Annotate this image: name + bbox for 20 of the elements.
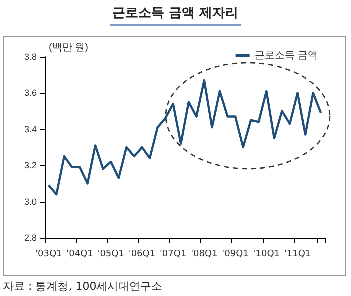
x-tick-label: '06Q1 (128, 250, 156, 260)
y-tick-label: 3.6 (24, 88, 37, 98)
y-tick-label: 3.4 (24, 124, 37, 134)
y-tick-label: 3.2 (24, 160, 37, 171)
y-axis-title: (백만 원) (49, 42, 88, 54)
y-tick-label: 3.8 (24, 52, 37, 62)
x-tick-label: '07Q1 (160, 250, 187, 260)
x-tick-label: '04Q1 (66, 250, 94, 260)
x-tick-label: '08Q1 (191, 250, 218, 260)
x-tick-label: '11Q1 (284, 250, 312, 260)
x-tick-label: '03Q1 (36, 250, 62, 260)
chart-title: 근로소득 금액 제자리 (111, 5, 240, 22)
x-tick-label: '09Q1 (222, 250, 249, 260)
x-tick-label: '10Q1 (253, 250, 280, 260)
y-tick-label: 2.8 (24, 233, 37, 243)
text: 자료 : 통계청, 100세시대연구소 (3, 279, 163, 294)
x-tick-label: '05Q1 (98, 250, 124, 260)
line-series (48, 79, 322, 196)
legend-label: 근로소득 금액 (254, 50, 318, 62)
y-tick-label: 3.0 (24, 196, 37, 207)
